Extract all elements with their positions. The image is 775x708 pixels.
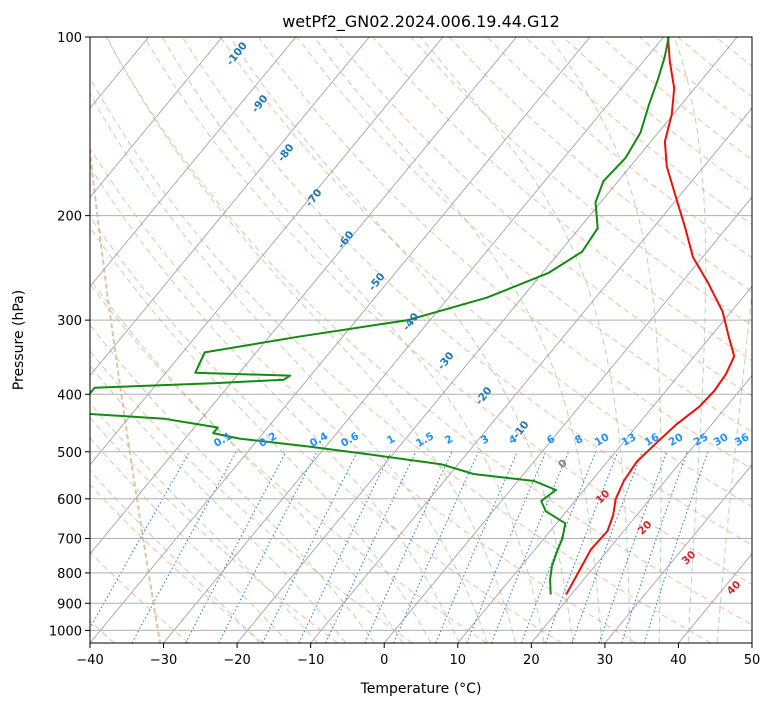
dry-adiabat-line xyxy=(334,37,752,397)
isotherm-line xyxy=(90,37,223,198)
isotherm-line xyxy=(604,464,752,643)
mixing-ratio-line xyxy=(545,451,619,643)
isotherm-line xyxy=(236,37,738,643)
dewpoint-profile-line xyxy=(90,37,670,595)
isotherm-line xyxy=(457,285,752,643)
x-tick-label: 30 xyxy=(597,653,614,668)
mixing-ratio-line xyxy=(435,451,518,643)
moist-adiabat-line xyxy=(90,92,488,643)
y-tick-label: 500 xyxy=(57,446,82,461)
dry-adiabat-line xyxy=(90,484,264,643)
y-axis-ticks: 100 200 300 400 500 600 700 800 900 1000 xyxy=(49,31,90,639)
y-tick-label: 200 xyxy=(57,210,82,225)
moist-adiabat-line xyxy=(90,226,432,643)
x-tick-label: 0 xyxy=(380,653,388,668)
mixing-ratio-line xyxy=(262,451,358,643)
moist-adiabat-line xyxy=(420,37,631,643)
moist-adiabat-line xyxy=(313,37,603,643)
y-axis-title: Pressure (hPa) xyxy=(11,290,27,390)
mixing-ratio-line xyxy=(466,451,547,643)
chart-title: wetPf2_GN02.2024.006.19.44.G12 xyxy=(282,12,560,32)
mixing-ratio-line xyxy=(521,451,597,643)
y-tick-label: 700 xyxy=(57,533,82,548)
moist-adiabat-line xyxy=(716,288,752,643)
moist-adiabat-line xyxy=(229,37,574,643)
y-tick-label: 600 xyxy=(57,493,82,508)
y-tick-label: 100 xyxy=(57,31,82,46)
moist-adiabat-line xyxy=(673,37,707,643)
moist-adiabat-line xyxy=(90,165,460,643)
y-tick-label: 1000 xyxy=(49,624,82,639)
profile-series xyxy=(90,37,736,595)
moist-adiabat-line xyxy=(90,324,375,643)
y-tick-label: 300 xyxy=(57,314,82,329)
dry-adiabat-line xyxy=(90,77,712,643)
isotherm-line xyxy=(90,37,444,466)
x-tick-label: 50 xyxy=(744,653,761,668)
isotherm-line xyxy=(90,37,297,288)
dry-adiabat-line xyxy=(410,37,752,327)
x-tick-label: −30 xyxy=(150,653,177,668)
mixing-ratio-line xyxy=(621,451,688,643)
moist-adiabat-line xyxy=(90,364,347,643)
mixing-ratio-line xyxy=(571,451,643,643)
mixing-ratio-line xyxy=(393,451,480,643)
isotherm-line xyxy=(163,37,664,643)
x-tick-label: −40 xyxy=(76,653,103,668)
y-tick-label: 400 xyxy=(57,388,82,403)
isotherm-line xyxy=(90,37,370,377)
x-axis-ticks: −40 −30 −20 −10 0 10 20 30 40 50 xyxy=(76,643,760,668)
isotherm-line xyxy=(90,37,591,643)
dry-adiabat-line xyxy=(372,37,752,362)
temperature-profile-line xyxy=(565,37,736,595)
dry-adiabat-line xyxy=(90,283,488,643)
background-curve xyxy=(90,142,161,643)
moist-adiabat-line xyxy=(161,37,545,643)
mixing-ratio-line xyxy=(598,451,668,643)
isotherm-line xyxy=(531,374,752,643)
mixing-ratio-line xyxy=(643,451,709,643)
isotherm-line xyxy=(383,196,752,643)
mixing-ratio-line xyxy=(185,451,287,643)
x-tick-label: 20 xyxy=(523,653,540,668)
x-axis-title: Temperature (°C) xyxy=(360,681,482,697)
dry-adiabat-line xyxy=(90,551,190,643)
x-tick-label: −10 xyxy=(297,653,324,668)
x-tick-label: 40 xyxy=(670,653,687,668)
isotherm-line xyxy=(90,37,517,555)
x-tick-label: 10 xyxy=(450,653,467,668)
dry-adiabat-line xyxy=(296,37,752,433)
moist-adiabat-line xyxy=(548,37,662,643)
grid-lines xyxy=(90,37,752,643)
dry-adiabat-line xyxy=(90,350,413,643)
isotherm-line xyxy=(310,107,752,643)
moist-adiabat-line xyxy=(106,37,517,643)
dry-adiabat-line xyxy=(90,147,637,643)
moist-adiabat-line xyxy=(90,278,404,643)
y-tick-label: 900 xyxy=(57,597,82,612)
y-tick-label: 800 xyxy=(57,567,82,582)
x-tick-label: −20 xyxy=(223,653,250,668)
plot-frame xyxy=(89,36,753,644)
